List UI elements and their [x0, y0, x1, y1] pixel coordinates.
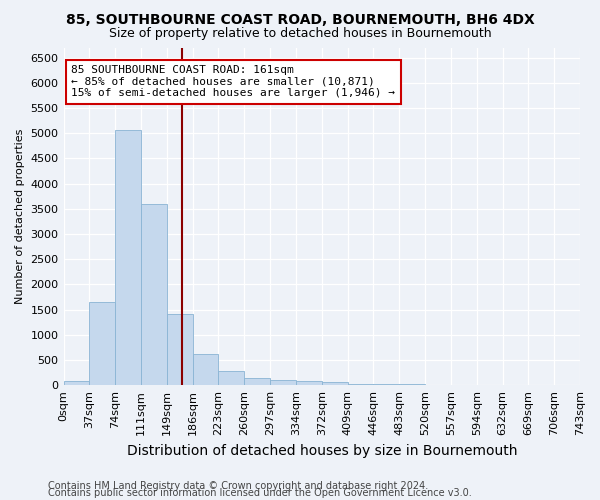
Bar — [167, 314, 193, 385]
Bar — [193, 354, 218, 385]
Bar — [347, 384, 373, 385]
X-axis label: Distribution of detached houses by size in Bournemouth: Distribution of detached houses by size … — [127, 444, 517, 458]
Bar — [296, 381, 322, 385]
Bar — [270, 380, 296, 385]
Bar — [64, 382, 89, 385]
Text: 85, SOUTHBOURNE COAST ROAD, BOURNEMOUTH, BH6 4DX: 85, SOUTHBOURNE COAST ROAD, BOURNEMOUTH,… — [65, 12, 535, 26]
Bar — [141, 204, 167, 385]
Bar — [373, 384, 399, 385]
Bar — [89, 302, 115, 385]
Text: Size of property relative to detached houses in Bournemouth: Size of property relative to detached ho… — [109, 28, 491, 40]
Text: 85 SOUTHBOURNE COAST ROAD: 161sqm
← 85% of detached houses are smaller (10,871)
: 85 SOUTHBOURNE COAST ROAD: 161sqm ← 85% … — [71, 65, 395, 98]
Bar — [322, 382, 347, 385]
Bar — [218, 370, 244, 385]
Bar — [425, 384, 451, 385]
Text: Contains HM Land Registry data © Crown copyright and database right 2024.: Contains HM Land Registry data © Crown c… — [48, 481, 428, 491]
Y-axis label: Number of detached properties: Number of detached properties — [15, 128, 25, 304]
Text: Contains public sector information licensed under the Open Government Licence v3: Contains public sector information licen… — [48, 488, 472, 498]
Bar — [115, 130, 141, 385]
Bar — [244, 378, 270, 385]
Bar — [399, 384, 425, 385]
